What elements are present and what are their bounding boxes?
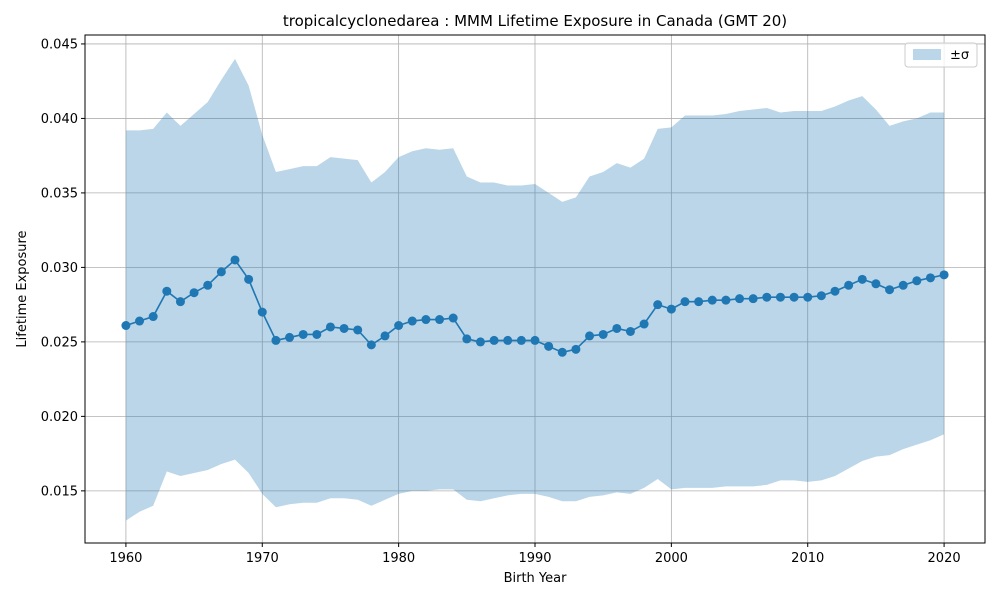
y-tick-label: 0.015 <box>41 484 78 499</box>
data-point <box>585 331 595 341</box>
data-point <box>775 292 785 302</box>
data-point <box>598 329 608 339</box>
chart-title: tropicalcyclonedarea : MMM Lifetime Expo… <box>283 12 787 30</box>
sigma-band-layer <box>125 58 945 521</box>
data-point <box>353 325 363 335</box>
data-point <box>639 319 649 329</box>
data-point <box>135 316 145 326</box>
data-point <box>625 326 635 336</box>
data-point <box>694 297 704 307</box>
data-point <box>203 280 213 290</box>
data-point <box>789 292 799 302</box>
y-axis-label: Lifetime Exposure <box>15 230 30 347</box>
data-point <box>898 280 908 290</box>
y-tick-label: 0.040 <box>41 112 78 127</box>
y-tick-label: 0.045 <box>41 37 78 52</box>
data-point <box>162 286 172 296</box>
data-point <box>230 255 240 265</box>
data-point <box>462 334 472 344</box>
legend: ±σ <box>904 42 978 68</box>
x-tick-label: 2010 <box>791 551 824 566</box>
data-point <box>612 323 622 333</box>
data-point <box>530 335 540 345</box>
x-tick-label: 1990 <box>518 551 551 566</box>
data-point <box>680 297 690 307</box>
data-point <box>925 273 935 283</box>
data-point <box>653 300 663 310</box>
data-point <box>489 335 499 345</box>
x-tick-label: 1980 <box>382 551 415 566</box>
data-point <box>216 267 226 277</box>
data-point <box>448 313 458 323</box>
data-point <box>394 321 404 330</box>
data-point <box>939 270 949 280</box>
data-point <box>666 304 676 314</box>
data-point <box>857 274 867 284</box>
data-point <box>721 295 731 305</box>
data-point <box>312 329 322 339</box>
data-point <box>271 335 281 345</box>
y-tick-label: 0.035 <box>41 186 78 201</box>
data-point <box>339 323 349 333</box>
sigma-band <box>125 58 945 521</box>
data-point <box>544 341 554 351</box>
x-tick-label: 2000 <box>655 551 688 566</box>
data-point <box>844 280 854 290</box>
x-axis-ticks: 1960 1970 1980 1990 2000 2010 2020 <box>109 543 961 566</box>
data-point <box>871 279 881 289</box>
data-point <box>325 322 335 332</box>
data-point <box>803 292 813 302</box>
data-point <box>830 286 840 296</box>
legend-box <box>904 42 978 68</box>
data-point <box>571 344 581 354</box>
data-point <box>298 329 308 339</box>
data-point <box>475 337 485 347</box>
legend-entry-sigma: ±σ <box>950 48 969 63</box>
x-axis-label: Birth Year <box>504 571 568 586</box>
data-point <box>885 285 895 295</box>
data-point <box>257 307 267 317</box>
data-point <box>735 294 745 304</box>
x-tick-label: 2020 <box>928 551 961 566</box>
data-point <box>380 331 390 341</box>
data-point <box>503 335 513 345</box>
data-point <box>175 297 185 307</box>
y-tick-label: 0.030 <box>41 261 78 276</box>
data-point <box>244 274 254 284</box>
data-point <box>707 295 717 305</box>
data-point <box>557 347 567 357</box>
x-tick-label: 1960 <box>109 551 142 566</box>
data-point <box>285 332 295 342</box>
data-point <box>516 335 526 345</box>
data-point <box>121 321 131 330</box>
y-tick-label: 0.020 <box>41 410 78 425</box>
data-point <box>421 315 431 325</box>
data-point <box>748 294 758 304</box>
data-point <box>366 340 376 350</box>
y-axis-ticks: 0.015 0.020 0.025 0.030 0.035 0.040 0.045 <box>41 37 85 499</box>
data-point <box>816 291 826 301</box>
data-point <box>148 312 158 322</box>
legend-swatch <box>913 49 941 60</box>
data-point <box>407 316 417 326</box>
data-point <box>435 315 445 325</box>
y-tick-label: 0.025 <box>41 335 78 350</box>
data-point <box>912 276 922 286</box>
data-point <box>189 288 199 298</box>
data-point <box>762 292 772 302</box>
x-tick-label: 1970 <box>246 551 279 566</box>
mean-points-layer <box>121 255 949 357</box>
